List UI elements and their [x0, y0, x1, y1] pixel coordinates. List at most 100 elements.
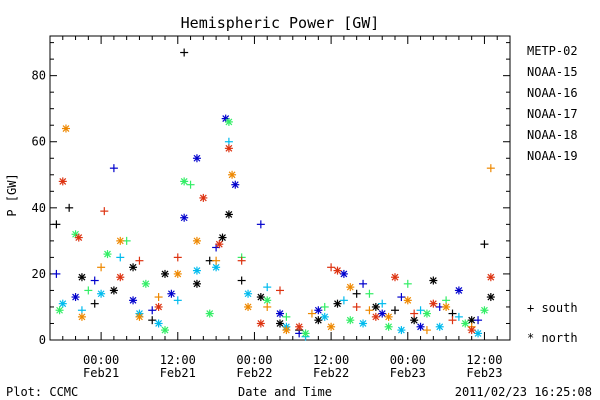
noaa-17-south-point [84, 286, 93, 295]
noaa-19-south-point [237, 256, 246, 265]
noaa-18-north-point [116, 236, 125, 245]
noaa-16-south-point [378, 299, 387, 308]
noaa-18-north-point [228, 170, 237, 179]
y-axis-label-group: P [GW] [5, 173, 19, 216]
x-tick-time: 12:00 [160, 353, 196, 367]
metp-02-north-point [192, 279, 201, 288]
data-points [52, 48, 495, 341]
metp-02-north-point [218, 233, 227, 242]
chart-title: Hemispheric Power [GW] [181, 14, 380, 32]
metp-02-north-point [333, 299, 342, 308]
noaa-15-north-point [167, 289, 176, 298]
noaa-19-north-point [467, 326, 476, 335]
noaa-15-south-point [359, 279, 368, 288]
y-tick-label: 40 [32, 201, 46, 215]
noaa-19-south-point [410, 309, 419, 318]
legend: METP-02 NOAA-15 NOAA-16 NOAA-17 NOAA-18 NOAA-… [527, 44, 578, 163]
noaa-15-north-point [129, 296, 138, 305]
noaa-19-south-point [276, 286, 284, 295]
noaa-16-north-point [320, 312, 329, 321]
noaa-19-north-point [333, 266, 342, 275]
metp-02-south-point [352, 289, 361, 298]
noaa-18-south-point [154, 293, 163, 302]
noaa-19-north-point [154, 302, 163, 311]
metp-02-north-point [161, 269, 169, 278]
x-tick-date: Feb23 [466, 366, 502, 380]
metp-02-north-point [486, 293, 495, 302]
noaa-15-north-point [416, 322, 425, 331]
noaa-19-south-point [135, 256, 144, 265]
noaa-18-north-point [346, 283, 355, 292]
x-tick-time: 12:00 [313, 353, 349, 367]
noaa-15-north-point [231, 180, 240, 189]
metp-02-north-point [109, 286, 118, 295]
y-tick-label: 20 [32, 267, 46, 281]
marker-legend-north: * north [527, 331, 578, 345]
noaa-17-north-point [461, 319, 470, 328]
footer-plot-credit: Plot: CCMC [6, 385, 78, 399]
x-tick-date: Feb23 [390, 366, 426, 380]
axes: 02040608000:00Feb2112:00Feb2100:00Feb221… [32, 35, 511, 380]
metp-02-south-point [52, 220, 61, 229]
legend-noaa-15: NOAA-15 [527, 65, 578, 79]
noaa-17-north-point [180, 177, 189, 186]
noaa-19-north-point [199, 193, 208, 202]
noaa-17-south-point [320, 302, 329, 311]
noaa-15-south-point [148, 306, 157, 315]
noaa-18-north-point [173, 269, 182, 278]
metp-02-south-point [237, 276, 246, 285]
noaa-19-north-point [224, 144, 233, 153]
noaa-17-north-point [55, 306, 64, 315]
noaa-19-south-point [173, 253, 182, 262]
noaa-15-north-point [339, 269, 348, 278]
noaa-18-north-point [244, 302, 253, 311]
legend-noaa-17: NOAA-17 [527, 107, 578, 121]
noaa-19-north-point [215, 240, 224, 249]
noaa-17-north-point [205, 309, 214, 318]
noaa-17-north-point [141, 279, 150, 288]
noaa-16-south-point [416, 306, 425, 315]
noaa-16-north-point [435, 322, 444, 331]
y-tick-label: 0 [39, 333, 46, 347]
metp-02-south-point [90, 299, 99, 308]
metp-02-north-point [256, 293, 265, 302]
noaa-15-north-point [276, 309, 284, 318]
y-tick-label: 80 [32, 69, 46, 83]
noaa-19-north-point [391, 273, 399, 282]
legend-metp-02: METP-02 [527, 44, 578, 58]
metp-02-south-point [480, 240, 489, 249]
noaa-18-north-point [384, 312, 393, 321]
noaa-19-north-point [371, 312, 380, 321]
noaa-15-north-point [454, 286, 463, 295]
noaa-18-north-point [403, 296, 412, 305]
noaa-16-north-point [192, 266, 201, 275]
noaa-16-south-point [454, 312, 463, 321]
metp-02-north-point [371, 302, 380, 311]
noaa-19-south-point [327, 263, 336, 272]
y-axis-label: P [GW] [5, 173, 19, 216]
metp-02-north-point [314, 316, 323, 325]
noaa-19-north-point [295, 322, 304, 331]
metp-02-south-point [391, 306, 399, 315]
noaa-19-north-point [58, 177, 67, 186]
legend-noaa-18: NOAA-18 [527, 128, 578, 142]
x-tick-date: Feb21 [83, 366, 119, 380]
noaa-17-north-point [263, 296, 272, 305]
noaa-18-north-point [135, 312, 144, 321]
noaa-15-south-point [397, 293, 406, 302]
x-tick-date: Feb22 [236, 366, 272, 380]
noaa-17-north-point [161, 326, 169, 335]
noaa-18-south-point [365, 306, 374, 315]
metp-02-north-point [129, 263, 138, 272]
noaa-15-south-point [474, 316, 483, 325]
noaa-19-south-point [100, 207, 109, 216]
x-tick-time: 12:00 [466, 353, 502, 367]
noaa-17-south-point [186, 180, 195, 189]
y-tick-label: 60 [32, 135, 46, 149]
noaa-18-north-point [77, 312, 86, 321]
noaa-19-north-point [429, 299, 438, 308]
x-tick-date: Feb21 [160, 366, 196, 380]
noaa-15-north-point [192, 154, 201, 163]
noaa-16-south-point [116, 253, 125, 262]
